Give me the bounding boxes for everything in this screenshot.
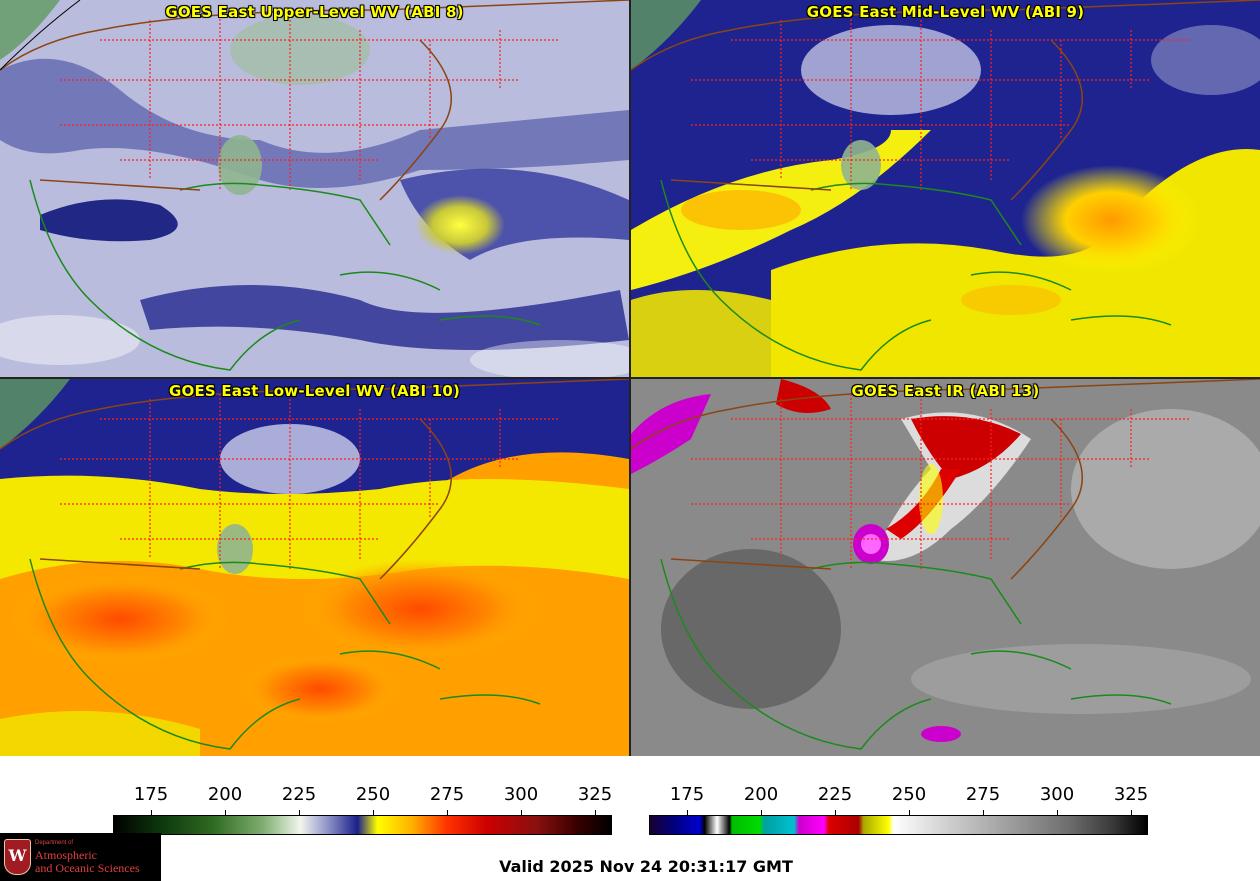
tick-label: 225 [281, 784, 317, 805]
tick-mark [225, 810, 226, 815]
logo-line-3: and Oceanic Sciences [35, 861, 140, 875]
panel-divider-vertical [629, 0, 631, 756]
tick-label: 250 [355, 784, 391, 805]
panel-infrared: GOES East IR (ABI 13) [631, 379, 1260, 756]
panel-mid-level-wv: GOES East Mid-Level WV (ABI 9) [631, 0, 1260, 377]
tick-mark [1057, 810, 1058, 815]
panel-title: GOES East Mid-Level WV (ABI 9) [806, 3, 1085, 21]
tick-mark [835, 810, 836, 815]
tick-mark [521, 810, 522, 815]
low-level-wv-image [0, 379, 629, 756]
tick-mark [1131, 810, 1132, 815]
panel-low-level-wv: GOES East Low-Level WV (ABI 10) [0, 379, 629, 756]
uw-shield-icon: W [4, 839, 31, 875]
tick-mark [299, 810, 300, 815]
valid-time-label: Valid 2025 Nov 24 20:31:17 GMT [499, 857, 793, 876]
logo-line-2: Atmospheric [35, 848, 97, 862]
tick-label: 175 [669, 784, 705, 805]
water-vapor-colorbar [113, 815, 612, 835]
infrared-colorbar [649, 815, 1148, 835]
tick-mark [761, 810, 762, 815]
tick-label: 250 [891, 784, 927, 805]
tick-label: 300 [1039, 784, 1075, 805]
panel-upper-level-wv: GOES East Upper-Level WV (ABI 8) [0, 0, 629, 377]
upper-level-wv-image [0, 0, 629, 377]
panel-title: GOES East IR (ABI 13) [851, 382, 1040, 400]
tick-label: 325 [1113, 784, 1149, 805]
panel-title: GOES East Low-Level WV (ABI 10) [168, 382, 461, 400]
tick-label: 200 [743, 784, 779, 805]
tick-mark [983, 810, 984, 815]
tick-label: 200 [207, 784, 243, 805]
tick-mark [447, 810, 448, 815]
tick-mark [687, 810, 688, 815]
tick-mark [909, 810, 910, 815]
tick-mark [595, 810, 596, 815]
tick-label: 175 [133, 784, 169, 805]
tick-mark [373, 810, 374, 815]
tick-label: 225 [817, 784, 853, 805]
tick-label: 275 [965, 784, 1001, 805]
mid-level-wv-image [631, 0, 1260, 377]
tick-label: 300 [503, 784, 539, 805]
tick-label: 325 [577, 784, 613, 805]
infrared-image [631, 379, 1260, 756]
tick-mark [151, 810, 152, 815]
panel-title: GOES East Upper-Level WV (ABI 8) [165, 3, 464, 21]
tick-label: 275 [429, 784, 465, 805]
department-logo: W Department of Atmospheric and Oceanic … [0, 833, 161, 881]
logo-line-1: Department of [35, 840, 74, 846]
